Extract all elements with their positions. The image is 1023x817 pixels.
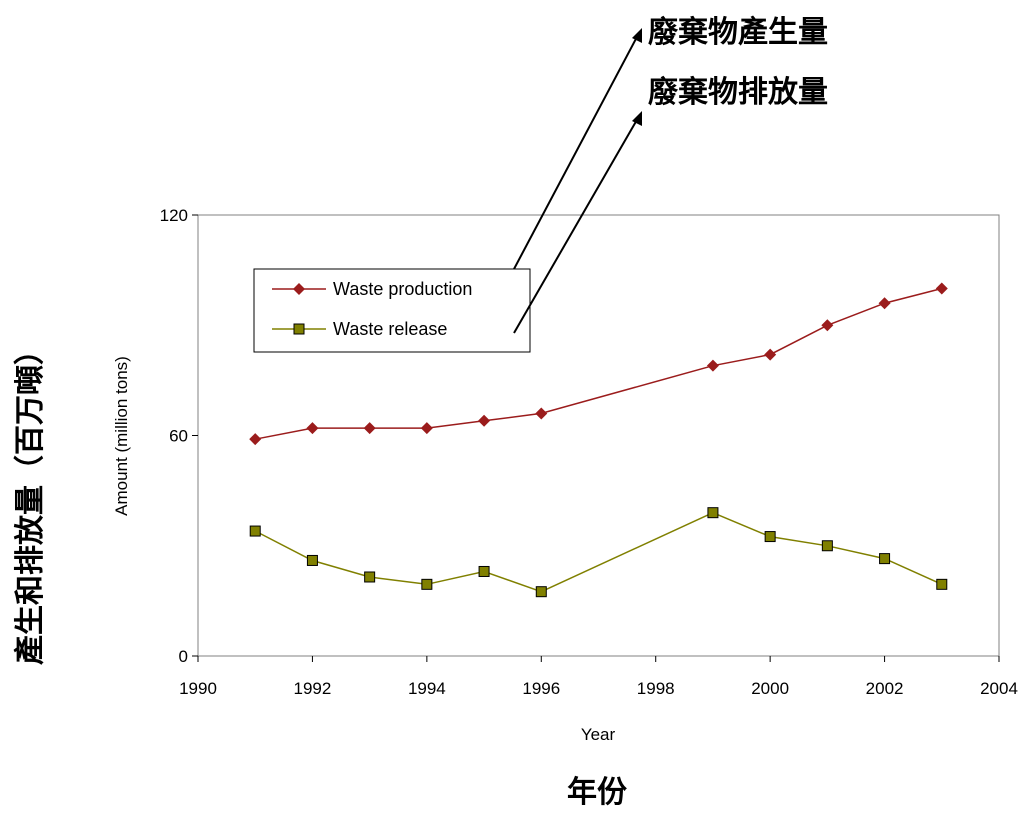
y-tick-label: 0	[179, 647, 188, 666]
data-point-waste-release	[421, 578, 433, 590]
data-point-waste-release	[821, 540, 833, 552]
data-point-waste-production	[764, 348, 777, 361]
data-point-waste-production	[935, 282, 948, 295]
data-point-waste-release	[478, 565, 490, 577]
arrowhead-production	[632, 28, 642, 43]
data-point-waste-release	[764, 531, 776, 543]
data-point-waste-release	[936, 578, 948, 590]
annotation-release-label: 廢棄物排放量	[648, 75, 828, 110]
data-point-waste-release	[364, 571, 376, 583]
legend-marker-production	[293, 283, 305, 295]
y-tick-label: 60	[169, 427, 188, 446]
y-tick-label: 120	[160, 206, 188, 225]
x-tick-label: 2002	[866, 679, 904, 698]
data-point-waste-release	[306, 554, 318, 566]
arrow-production	[513, 34, 639, 270]
x-tick-label: 1990	[179, 679, 217, 698]
arrowhead-release	[632, 111, 642, 126]
data-point-waste-production	[706, 359, 719, 372]
data-point-waste-release	[879, 553, 891, 565]
outer-x-axis-label: 年份	[567, 775, 627, 810]
x-tick-label: 1996	[522, 679, 560, 698]
legend-label-release: Waste release	[333, 319, 447, 339]
data-point-waste-production	[535, 407, 548, 420]
x-axis-title: Year	[581, 725, 616, 744]
x-tick-label: 2004	[980, 679, 1018, 698]
series-line-waste-release	[254, 511, 943, 593]
data-point-waste-production	[821, 319, 834, 332]
data-point-waste-production	[478, 414, 491, 427]
data-point-waste-production	[420, 422, 433, 435]
data-point-waste-release	[707, 507, 719, 519]
y-axis-title: Amount (million tons)	[112, 356, 131, 516]
legend-label-production: Waste production	[333, 279, 472, 299]
legend: Waste production Waste release	[253, 268, 531, 353]
data-point-waste-release	[249, 525, 261, 537]
annotation-arrows	[513, 28, 642, 334]
outer-y-axis-label: 產生和排放量（百万噸）	[13, 335, 48, 665]
annotation-production-label: 廢棄物產生量	[648, 15, 828, 50]
data-point-waste-release	[535, 586, 547, 598]
data-point-waste-production	[249, 433, 262, 446]
data-point-waste-production	[363, 422, 376, 435]
x-tick-label: 2000	[751, 679, 789, 698]
legend-box	[253, 268, 531, 353]
x-tick-label: 1992	[294, 679, 332, 698]
arrow-release	[513, 117, 639, 334]
x-tick-label: 1998	[637, 679, 675, 698]
x-tick-label: 1994	[408, 679, 446, 698]
legend-marker-release	[293, 323, 305, 335]
data-point-waste-production	[306, 422, 319, 435]
data-point-waste-production	[878, 297, 891, 310]
